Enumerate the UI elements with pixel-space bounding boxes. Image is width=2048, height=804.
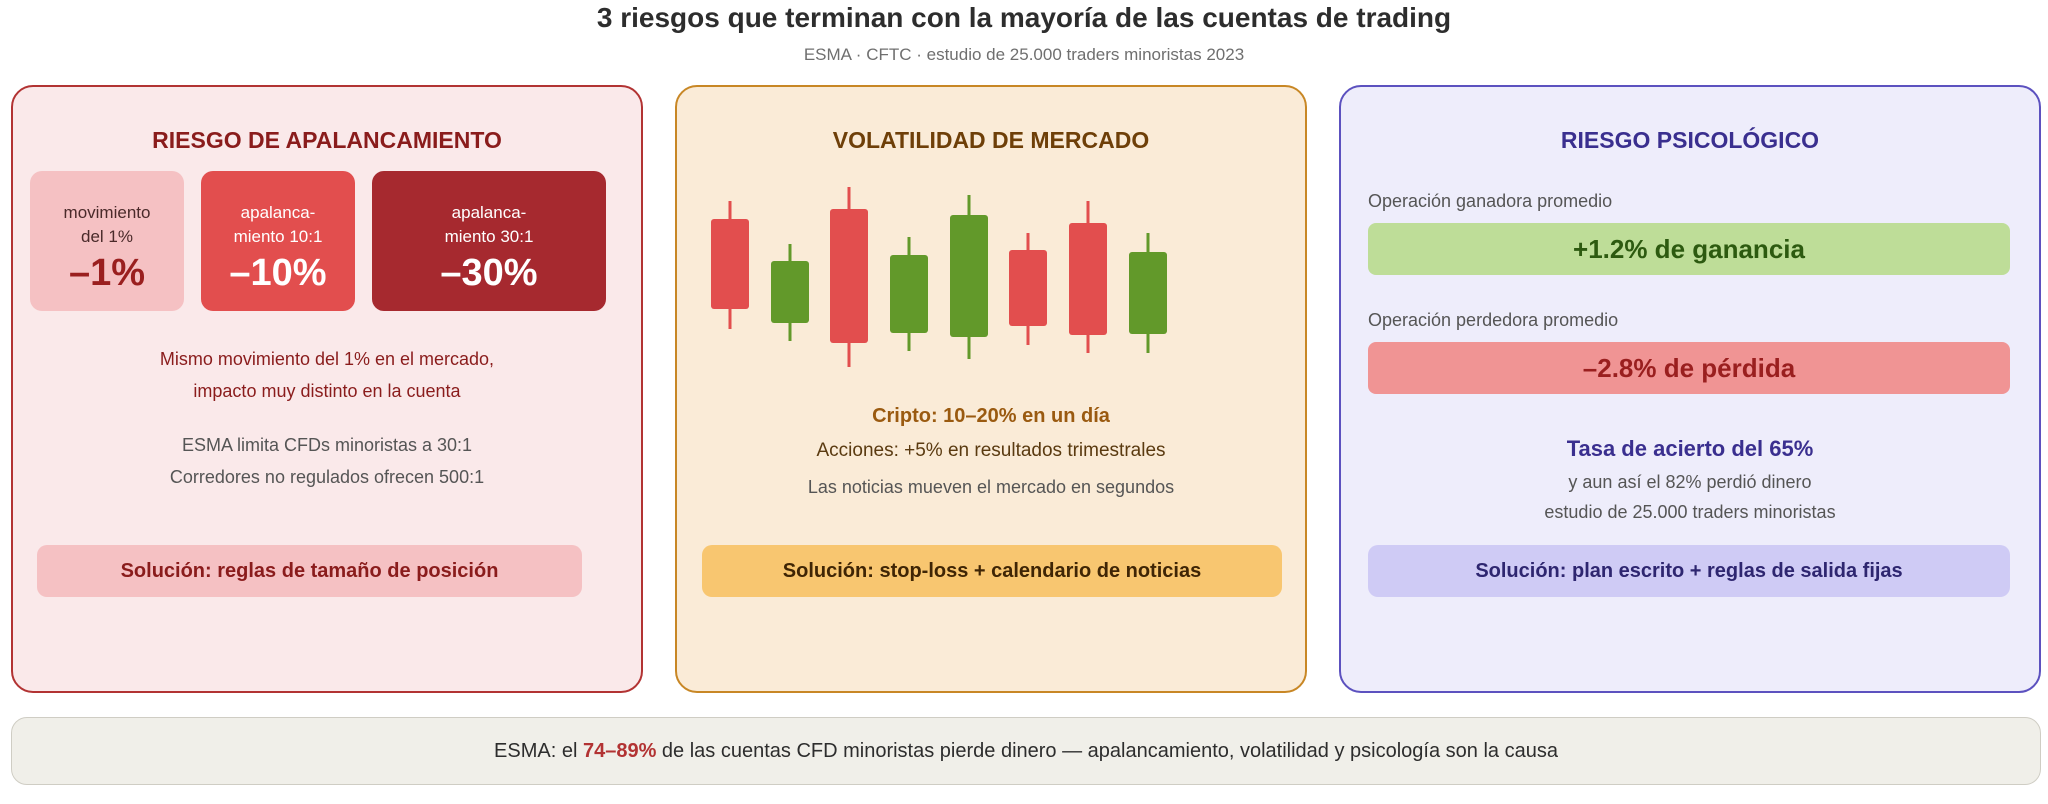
volatility-crypto-stat: Cripto: 10–20% en un día	[872, 405, 1110, 427]
psychology-solution: Solución: plan escrito + reglas de salid…	[1368, 545, 2010, 597]
loss-bar: –2.8% de pérdida	[1368, 342, 2010, 394]
candle-7	[1069, 201, 1107, 353]
leverage-panel: RIESGO DE APALANCAMIENTO movimiento del …	[11, 85, 643, 693]
volatility-solution: Solución: stop-loss + calendario de noti…	[702, 545, 1282, 597]
psychology-title: RIESGO PSICOLÓGICO	[1560, 127, 1820, 153]
volatility-panel: VOLATILIDAD DE MERCADO	[675, 85, 1307, 693]
footer-summary: ESMA: el 74–89% de las cuentas CFD minor…	[11, 717, 2041, 785]
hit-rate: Tasa de acierto del 65%	[1566, 436, 1814, 461]
leverage-impact-text: Mismo movimiento del 1% en el mercado, i…	[159, 349, 495, 401]
volatility-title: VOLATILIDAD DE MERCADO	[832, 127, 1150, 153]
leverage-solution: Solución: reglas de tamaño de posición	[37, 545, 582, 597]
candle-8	[1129, 233, 1167, 353]
footer-highlight: 74–89%	[582, 740, 657, 762]
candle-3	[830, 187, 868, 367]
volatility-stocks-stat: Acciones: +5% en resultados trimestrales	[816, 440, 1166, 461]
win-label: Operación ganadora promedio	[1368, 191, 1613, 211]
leverage-box-1pct: movimiento del 1% –1%	[30, 171, 184, 311]
psychology-result: y aun así el 82% perdió dinero estudio d…	[1544, 472, 1836, 522]
page-title: 3 riesgos que terminan con la mayoría de…	[596, 2, 1452, 33]
box-label: apalanca- miento 30:1	[444, 203, 534, 246]
candle-2	[771, 244, 809, 341]
leverage-box-10x: apalanca- miento 10:1 –10%	[201, 171, 355, 311]
win-bar: +1.2% de ganancia	[1368, 223, 2010, 275]
page-subtitle: ESMA · CFTC · estudio de 25.000 traders …	[803, 45, 1245, 64]
box-label: apalanca- miento 10:1	[233, 203, 323, 246]
box-value: –10%	[229, 252, 327, 294]
candle-4	[890, 237, 928, 351]
candle-6	[1009, 233, 1047, 345]
psychology-panel: RIESGO PSICOLÓGICO Operación ganadora pr…	[1339, 85, 2041, 693]
candle-1	[711, 201, 749, 329]
box-value: –30%	[440, 252, 538, 294]
candlestick-illustration	[711, 187, 1167, 367]
volatility-news-stat: Las noticias mueven el mercado en segund…	[807, 477, 1175, 497]
leverage-regulation-note: ESMA limita CFDs minoristas a 30:1 Corre…	[169, 435, 485, 487]
leverage-title: RIESGO DE APALANCAMIENTO	[152, 127, 502, 153]
box-value: –1%	[68, 252, 146, 294]
candle-5	[950, 195, 988, 359]
leverage-box-30x: apalanca- miento 30:1 –30%	[372, 171, 606, 311]
loss-label: Operación perdedora promedio	[1368, 310, 1619, 330]
box-label: movimiento del 1%	[63, 203, 151, 246]
